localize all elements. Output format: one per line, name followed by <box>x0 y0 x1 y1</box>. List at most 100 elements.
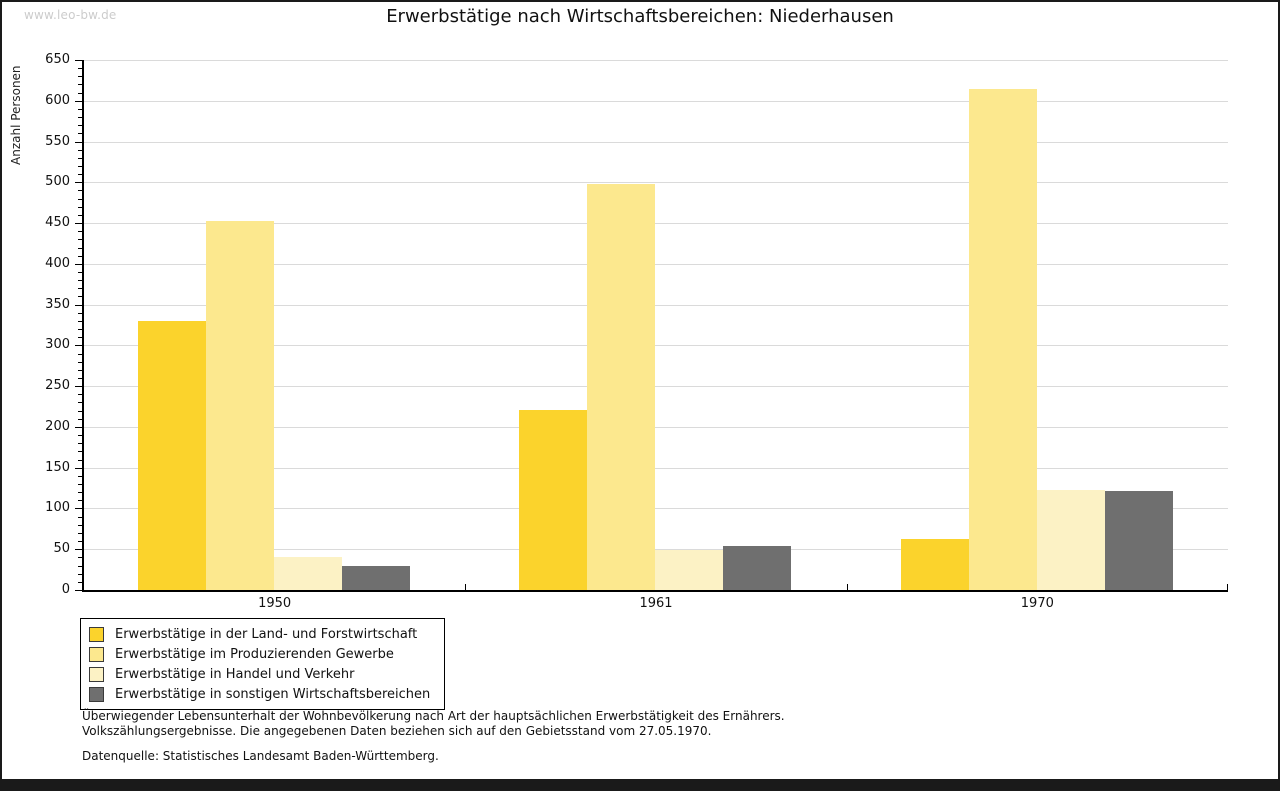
y-tick-minor <box>78 329 82 331</box>
bar-1961-series-1 <box>587 183 656 590</box>
y-gridline <box>84 263 1228 265</box>
y-tick-label: 250 <box>45 378 70 394</box>
y-tick-minor <box>78 451 82 453</box>
bar-1950-series-2 <box>274 557 342 590</box>
y-tick-label: 300 <box>45 337 70 353</box>
y-tick-minor <box>78 320 82 322</box>
y-tick-minor <box>78 435 82 437</box>
y-tick-minor <box>78 500 82 502</box>
x-tick-label: 1961 <box>639 596 673 611</box>
legend-label: Erwerbstätige im Produzierenden Gewerbe <box>115 646 394 662</box>
legend-item: Erwerbstätige in Handel und Verkehr <box>89 664 430 684</box>
y-tick-minor <box>78 418 82 420</box>
y-tick-major <box>75 590 82 591</box>
y-gridline <box>84 304 1228 306</box>
y-tick-minor <box>78 174 82 176</box>
y-tick-major <box>75 426 82 428</box>
y-tick-label: 200 <box>45 418 70 434</box>
y-tick-major <box>75 345 82 347</box>
legend-label: Erwerbstätige in Handel und Verkehr <box>115 666 355 682</box>
y-tick-minor <box>78 573 82 575</box>
y-tick-minor <box>78 239 82 241</box>
y-tick-major <box>75 508 82 510</box>
y-tick-label: 50 <box>53 541 70 557</box>
footnote-line-2: Volkszählungsergebnisse. Die angegebenen… <box>82 724 712 738</box>
y-tick-minor <box>78 68 82 70</box>
y-tick-label: 100 <box>45 500 70 516</box>
legend-swatch <box>89 666 104 682</box>
legend-label: Erwerbstätige in der Land- und Forstwirt… <box>115 626 418 642</box>
y-tick-major <box>75 223 82 225</box>
y-tick-major <box>75 386 82 388</box>
legend-label: Erwerbstätige in sonstigen Wirtschaftsbe… <box>115 686 431 702</box>
y-tick-minor <box>78 369 82 371</box>
bar-1961-series-2 <box>655 550 724 590</box>
y-tick-major <box>75 182 82 184</box>
x-tick-label: 1970 <box>1020 596 1054 611</box>
y-gridline <box>84 508 1228 510</box>
y-tick-minor <box>78 459 82 461</box>
legend-item: Erwerbstätige in der Land- und Forstwirt… <box>89 624 430 644</box>
y-tick-minor <box>78 157 82 159</box>
y-tick-minor <box>78 117 82 119</box>
y-tick-minor <box>78 84 82 86</box>
y-tick-minor <box>78 410 82 412</box>
bottom-frame-bar <box>2 779 1278 789</box>
y-tick-minor <box>78 484 82 485</box>
y-tick-label: 150 <box>45 459 70 475</box>
y-tick-label: 400 <box>45 255 70 271</box>
y-gridline <box>84 141 1228 143</box>
y-tick-minor <box>78 288 82 290</box>
y-tick-minor <box>78 532 82 534</box>
y-tick-major <box>75 141 82 143</box>
y-tick-minor <box>78 337 82 339</box>
y-tick-minor <box>78 557 82 559</box>
y-tick-minor <box>78 149 82 151</box>
chart-title: Erwerbstätige nach Wirtschaftsbereichen:… <box>386 6 894 27</box>
y-gridline <box>84 60 1228 61</box>
bar-1970-series-2 <box>1036 489 1105 590</box>
y-gridline <box>84 182 1228 184</box>
y-tick-minor <box>78 255 82 257</box>
y-tick-label: 450 <box>45 215 70 231</box>
legend-item: Erwerbstätige im Produzierenden Gewerbe <box>89 644 430 664</box>
bar-1950-series-3 <box>342 565 410 590</box>
y-tick-minor <box>78 296 82 298</box>
x-tick-label: 1950 <box>258 596 292 611</box>
y-tick-minor <box>78 541 82 543</box>
y-tick-label: 550 <box>45 133 70 149</box>
legend-item: Erwerbstätige in sonstigen Wirtschaftsbe… <box>89 684 430 704</box>
y-tick-label: 350 <box>45 296 70 312</box>
y-tick-label: 0 <box>61 582 70 597</box>
y-tick-minor <box>78 206 82 208</box>
legend: Erwerbstätige in der Land- und Forstwirt… <box>80 618 446 710</box>
bar-1970-series-3 <box>1104 491 1173 590</box>
y-tick-minor <box>78 492 82 494</box>
bar-1961-series-3 <box>723 545 792 590</box>
x-tick <box>846 584 848 590</box>
y-tick-minor <box>78 231 82 233</box>
y-gridline <box>84 549 1228 551</box>
y-gridline <box>84 386 1228 388</box>
footnote-line-1: Überwiegender Lebensunterhalt der Wohnbe… <box>82 709 785 723</box>
plot-frame <box>82 60 1228 592</box>
legend-swatch <box>89 686 104 702</box>
y-tick-minor <box>78 76 82 78</box>
y-tick-major <box>75 467 82 469</box>
y-tick-minor <box>78 133 82 135</box>
y-tick-minor <box>78 353 82 355</box>
y-gridline <box>84 345 1228 347</box>
y-tick-minor <box>78 361 82 363</box>
legend-swatch <box>89 626 104 642</box>
x-tick <box>1227 584 1228 590</box>
y-tick-minor <box>78 581 82 583</box>
y-gridline <box>84 223 1228 225</box>
y-tick-label: 600 <box>45 92 70 108</box>
x-tick <box>465 584 467 590</box>
y-tick-minor <box>78 516 82 518</box>
legend-swatch <box>89 646 104 662</box>
y-tick-minor <box>78 108 82 110</box>
y-tick-minor <box>78 190 82 192</box>
y-tick-minor <box>78 312 82 314</box>
